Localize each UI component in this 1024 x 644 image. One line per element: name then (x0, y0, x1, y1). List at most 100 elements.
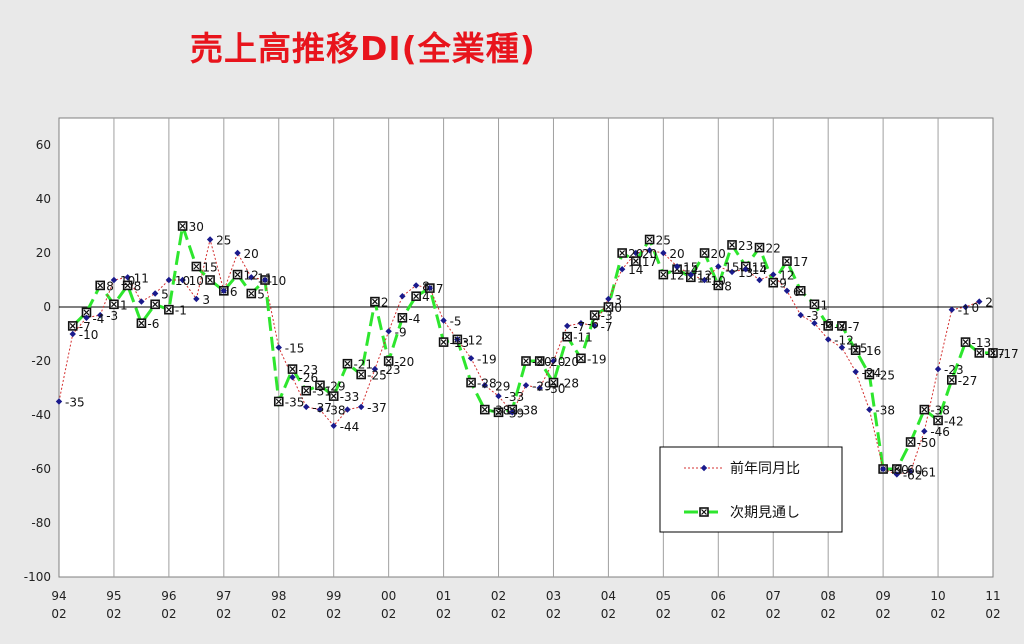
series-zennen-data-label: -10 (79, 328, 99, 342)
series-jiki-point (164, 304, 174, 315)
series-jiki-point (411, 291, 421, 302)
series-zennen-point (522, 382, 530, 389)
x-marker (852, 347, 859, 354)
series-zennen-data-label: -37 (367, 401, 387, 415)
series-zennen-data-label: 2 (985, 296, 993, 310)
series-jiki-data-label: -6 (147, 317, 159, 331)
series-zennen-data-label: -7 (601, 320, 613, 334)
series-zennen-data-label: -6 (820, 317, 832, 331)
series-jiki-point (768, 277, 779, 288)
series-zennen-point (83, 314, 90, 321)
series-jiki-data-label: -20 (546, 355, 566, 369)
series-jiki-data-label: -35 (285, 396, 305, 410)
series-jiki-data-label: 2 (381, 296, 389, 310)
series-zennen-data-label: -3 (807, 309, 819, 323)
x-tick-year: 94 (51, 589, 66, 603)
series-jiki-point (95, 280, 106, 291)
x-marker (825, 322, 832, 329)
series-zennen-point (811, 320, 818, 327)
series-jiki-point (534, 356, 545, 366)
series-zennen-point (921, 428, 928, 435)
x-marker (179, 223, 186, 229)
series-zennen-point (385, 328, 392, 335)
x-marker (948, 376, 955, 383)
x-marker (111, 301, 117, 308)
series-jiki-point (988, 348, 998, 358)
series-zennen-point (632, 249, 640, 257)
series-zennen-data-label: 3 (614, 293, 622, 307)
series-zennen-point (824, 336, 832, 343)
series-zennen-point (577, 320, 585, 327)
series-jiki-data-label: 8 (106, 279, 114, 293)
series-zennen-data-label: -4 (92, 312, 104, 326)
series-zennen-data-label: 12 (697, 269, 712, 283)
series-zennen-point (261, 276, 269, 284)
series-zennen-point (770, 271, 777, 278)
x-marker (838, 322, 845, 329)
x-tick-month: 02 (216, 607, 231, 621)
x-marker (468, 379, 474, 386)
x-tick-year: 01 (436, 589, 451, 603)
x-tick-month: 02 (546, 607, 561, 621)
series-zennen-point (97, 311, 104, 319)
series-jiki-point (370, 296, 380, 307)
series-zennen-point (948, 306, 955, 313)
series-jiki-data-label: 8 (724, 279, 732, 293)
series-jiki-data-label: 9 (779, 277, 787, 291)
series-zennen-data-label: -20 (559, 355, 579, 369)
series-zennen-data-label: -61 (917, 466, 937, 480)
x-marker (481, 406, 488, 413)
series-zennen-point (454, 336, 461, 343)
x-marker (83, 309, 90, 316)
series-jiki-point (191, 261, 202, 272)
series-zennen-point (371, 365, 379, 373)
series-jiki-data-label: 5 (257, 288, 265, 302)
legend-box (659, 446, 843, 533)
x-marker (275, 398, 282, 405)
series-zennen-data-label: -29 (491, 379, 511, 393)
series-jiki-point (521, 356, 531, 366)
x-marker (413, 293, 420, 300)
series-jiki-data-label: 15 (752, 261, 767, 275)
series-zennen-data-label: -35 (65, 396, 85, 410)
series-jiki-point (850, 345, 861, 356)
series-jiki-data-label: -1 (175, 304, 187, 318)
series-jiki-point (328, 391, 339, 401)
series-zennen-data-label: 6 (793, 285, 801, 299)
series-jiki-data-label: 23 (738, 239, 753, 253)
series-zennen-data-label: 0 (972, 301, 980, 315)
series-zennen-point (976, 298, 983, 305)
series-jiki-point (315, 380, 325, 391)
series-jiki-data-label: 8 (134, 279, 142, 293)
series-zennen-point (426, 284, 434, 292)
x-tick-month: 02 (381, 607, 396, 621)
series-zennen-point (110, 276, 118, 284)
x-tick-year: 98 (271, 589, 286, 603)
x-marker (207, 277, 214, 283)
series-zennen-data-label: -37 (312, 401, 332, 415)
series-zennen-data-label: -23 (944, 363, 964, 377)
series-jiki-data-label: -60 (889, 463, 909, 477)
series-zennen-data-label: 25 (216, 234, 231, 248)
series-jiki-data-label: -20 (532, 355, 552, 369)
series-jiki-point (246, 288, 257, 299)
series-zennen-point (550, 357, 557, 365)
series-zennen-point (165, 276, 173, 284)
series-jiki-data-label: -60 (903, 463, 923, 477)
x-tick-month: 02 (271, 607, 286, 621)
series-jiki-point (177, 221, 188, 231)
series-jiki-data-label: 0 (614, 301, 622, 315)
x-marker (97, 282, 104, 289)
x-tick-month: 02 (875, 607, 890, 621)
series-zennen-point (618, 266, 626, 273)
series-zennen-data-label: 13 (738, 266, 753, 280)
x-marker (385, 358, 392, 364)
series-jiki-point (383, 356, 394, 366)
series-jiki-data-label: -20 (395, 355, 415, 369)
series-jiki-point (631, 256, 641, 266)
series-zennen-point (495, 392, 502, 400)
x-marker (976, 349, 983, 356)
series-zennen-data-label: -29 (532, 379, 552, 393)
x-tick-year: 03 (546, 589, 561, 603)
series-jiki-data-label: 1 (820, 298, 828, 312)
